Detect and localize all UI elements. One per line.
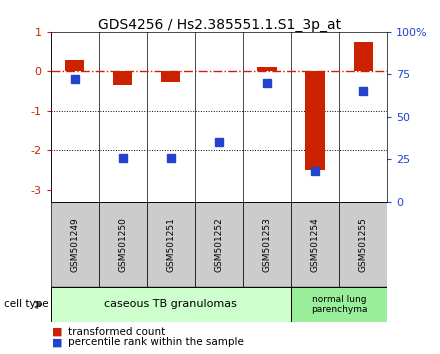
Bar — [99, 202, 147, 287]
Text: GSM501250: GSM501250 — [118, 217, 127, 272]
Text: caseous TB granulomas: caseous TB granulomas — [104, 299, 237, 309]
Bar — [113, 72, 132, 85]
Bar — [243, 202, 291, 287]
Bar — [291, 202, 339, 287]
Text: GSM501251: GSM501251 — [166, 217, 175, 272]
Bar — [51, 202, 99, 287]
Text: GSM501249: GSM501249 — [70, 217, 79, 272]
Bar — [257, 67, 277, 72]
Bar — [305, 72, 325, 170]
Text: GSM501253: GSM501253 — [263, 217, 271, 272]
Text: percentile rank within the sample: percentile rank within the sample — [68, 337, 244, 347]
Text: ■: ■ — [52, 337, 62, 347]
Bar — [161, 72, 180, 82]
Text: GSM501255: GSM501255 — [359, 217, 368, 272]
Text: GSM501254: GSM501254 — [311, 217, 319, 272]
Text: normal lung
parenchyma: normal lung parenchyma — [311, 295, 367, 314]
Text: GDS4256 / Hs2.385551.1.S1_3p_at: GDS4256 / Hs2.385551.1.S1_3p_at — [99, 18, 341, 32]
Text: ■: ■ — [52, 327, 62, 337]
Text: GSM501252: GSM501252 — [214, 217, 224, 272]
Bar — [209, 71, 228, 72]
Text: transformed count: transformed count — [68, 327, 165, 337]
Bar — [195, 202, 243, 287]
Bar — [291, 287, 387, 322]
Bar — [147, 202, 195, 287]
Bar — [51, 287, 291, 322]
Bar — [339, 202, 387, 287]
Text: cell type: cell type — [4, 299, 49, 309]
Bar — [354, 42, 373, 72]
Bar — [65, 59, 84, 72]
